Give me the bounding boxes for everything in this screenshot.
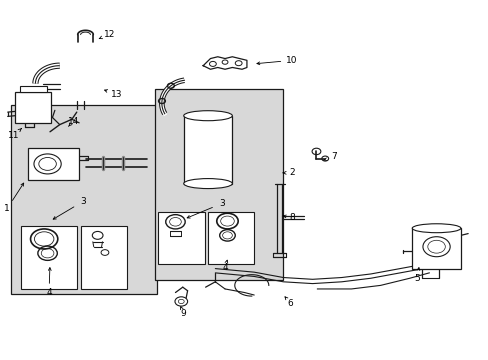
Text: 2: 2 [289, 168, 294, 177]
Text: 9: 9 [181, 310, 186, 319]
Bar [183, 116, 232, 184]
Text: 6: 6 [287, 299, 293, 308]
Text: 14: 14 [67, 117, 79, 126]
Text: 13: 13 [111, 90, 122, 99]
Ellipse shape [411, 224, 460, 233]
Bar [81, 226, 126, 289]
Bar [21, 226, 77, 289]
Bar [11, 105, 157, 294]
Bar [411, 228, 460, 269]
Text: 7: 7 [331, 152, 337, 161]
Bar [154, 89, 283, 280]
Text: 3: 3 [219, 199, 225, 208]
Text: 10: 10 [286, 56, 297, 65]
Text: 4: 4 [222, 263, 227, 272]
Bar [207, 212, 254, 264]
Bar [20, 86, 46, 93]
Text: 1: 1 [4, 204, 10, 213]
Bar [28, 148, 79, 180]
Text: 4: 4 [46, 288, 52, 297]
Text: 8: 8 [289, 213, 294, 222]
Text: 5: 5 [413, 274, 419, 283]
Text: 12: 12 [103, 30, 115, 39]
Bar [15, 93, 51, 123]
Text: 11: 11 [8, 131, 19, 140]
Bar [158, 212, 204, 264]
Ellipse shape [183, 179, 232, 189]
Text: 3: 3 [80, 197, 86, 206]
Ellipse shape [183, 111, 232, 121]
